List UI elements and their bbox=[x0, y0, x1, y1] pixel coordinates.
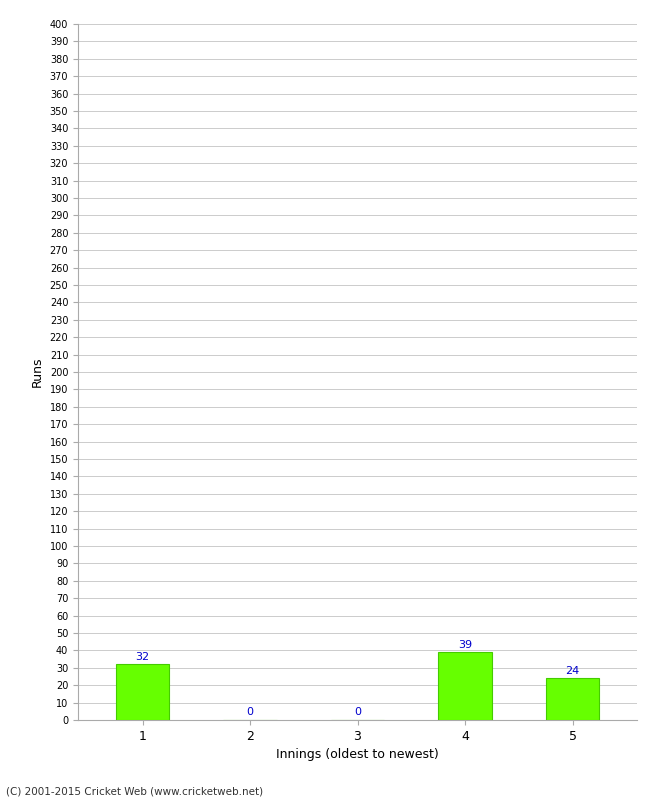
Text: 0: 0 bbox=[246, 707, 254, 718]
Text: (C) 2001-2015 Cricket Web (www.cricketweb.net): (C) 2001-2015 Cricket Web (www.cricketwe… bbox=[6, 786, 264, 796]
Bar bbox=[438, 652, 492, 720]
Bar bbox=[545, 678, 599, 720]
Text: 0: 0 bbox=[354, 707, 361, 718]
Text: 39: 39 bbox=[458, 639, 472, 650]
Text: 32: 32 bbox=[135, 652, 150, 662]
Bar bbox=[116, 664, 170, 720]
X-axis label: Innings (oldest to newest): Innings (oldest to newest) bbox=[276, 748, 439, 762]
Y-axis label: Runs: Runs bbox=[31, 357, 44, 387]
Text: 24: 24 bbox=[566, 666, 580, 676]
